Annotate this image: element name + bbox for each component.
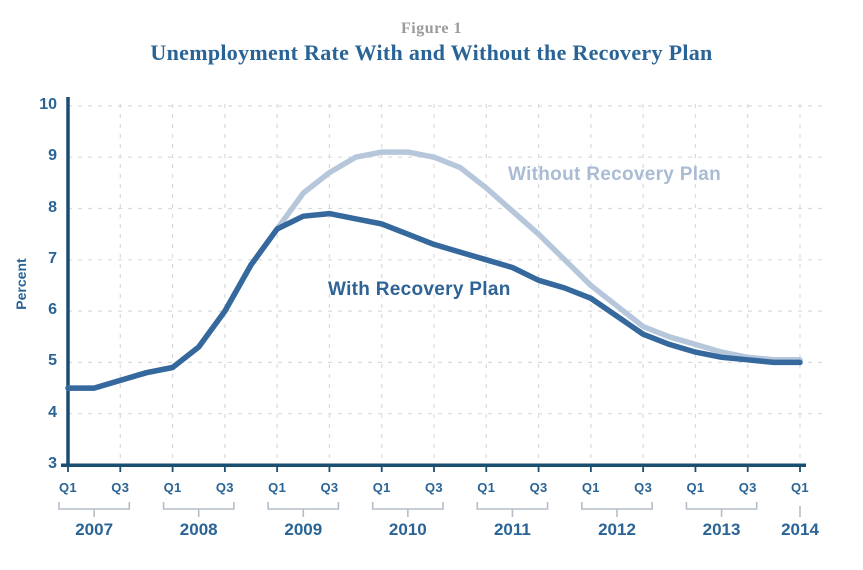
- series-label-without-plan: Without Recovery Plan: [508, 164, 722, 185]
- with-recovery-plan-line: [65, 210, 803, 391]
- year-bracket: [581, 502, 653, 517]
- series-label-with-plan: With Recovery Plan: [328, 279, 511, 300]
- year-bracket: [267, 502, 340, 517]
- year-bracket: [476, 502, 549, 517]
- year-bracket: [685, 502, 758, 517]
- year-bracket: [371, 502, 444, 517]
- figure-label: Figure 1: [400, 20, 463, 37]
- chart-title: Unemployment Rate With and Without the R…: [150, 40, 713, 65]
- year-bracket: [162, 502, 235, 517]
- year-bracket: [58, 502, 131, 517]
